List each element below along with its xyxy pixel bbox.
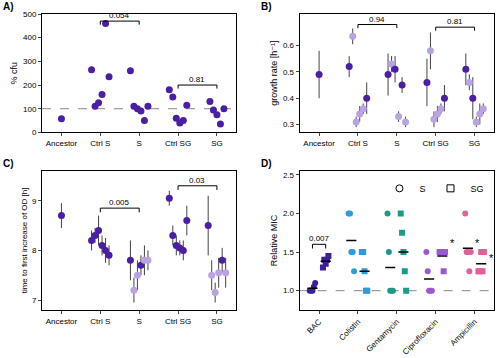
- svg-text:9: 9: [32, 196, 37, 205]
- svg-text:% cfu: % cfu: [9, 62, 19, 85]
- svg-text:*: *: [475, 237, 480, 249]
- svg-text:Ancestor: Ancestor: [46, 317, 78, 326]
- svg-text:time to first increase of OD [: time to first increase of OD [h]: [20, 188, 29, 294]
- svg-text:0.6: 0.6: [283, 41, 295, 50]
- svg-text:0.94: 0.94: [369, 15, 385, 24]
- svg-text:Ctrl S: Ctrl S: [90, 317, 110, 326]
- svg-text:2.0: 2.0: [283, 209, 295, 218]
- svg-text:growth rate [h⁻¹]: growth rate [h⁻¹]: [269, 41, 279, 106]
- svg-text:0.5: 0.5: [283, 68, 295, 77]
- svg-text:0.81: 0.81: [189, 75, 205, 84]
- svg-text:S: S: [419, 184, 425, 194]
- svg-text:500: 500: [23, 10, 37, 19]
- svg-text:0.005: 0.005: [109, 198, 130, 207]
- svg-text:0.4: 0.4: [283, 94, 295, 103]
- svg-text:2.5: 2.5: [283, 171, 295, 180]
- svg-text:0.054: 0.054: [109, 11, 130, 20]
- svg-text:Gentamycin: Gentamycin: [365, 317, 402, 354]
- svg-text:400: 400: [23, 33, 37, 42]
- svg-text:300: 300: [23, 57, 37, 66]
- svg-text:*: *: [450, 237, 455, 249]
- svg-text:SG: SG: [469, 139, 481, 148]
- svg-text:Ampicillin: Ampicillin: [449, 317, 479, 347]
- svg-text:0.3: 0.3: [283, 120, 295, 129]
- svg-text:D): D): [261, 158, 272, 169]
- svg-text:Colistin: Colistin: [337, 317, 362, 342]
- svg-text:100: 100: [23, 105, 37, 114]
- svg-text:S: S: [137, 139, 142, 148]
- svg-text:SG: SG: [211, 317, 223, 326]
- svg-text:1.5: 1.5: [283, 248, 295, 257]
- svg-text:S: S: [394, 139, 399, 148]
- svg-text:Ctrl SG: Ctrl SG: [423, 139, 449, 148]
- svg-text:0: 0: [32, 128, 37, 137]
- svg-text:Ctrl S: Ctrl S: [90, 139, 110, 148]
- svg-text:Ancestor: Ancestor: [303, 139, 335, 148]
- svg-text:Ctrl SG: Ctrl SG: [165, 139, 191, 148]
- svg-text:A): A): [3, 1, 14, 12]
- svg-text:0.007: 0.007: [309, 234, 330, 243]
- svg-text:SG: SG: [470, 184, 483, 194]
- svg-text:*: *: [489, 252, 494, 264]
- svg-text:8: 8: [32, 246, 37, 255]
- svg-text:Relative MIC: Relative MIC: [269, 214, 279, 266]
- svg-text:C): C): [3, 158, 14, 169]
- svg-text:200: 200: [23, 81, 37, 90]
- svg-text:Ctrl S: Ctrl S: [348, 139, 368, 148]
- svg-text:0.03: 0.03: [189, 176, 205, 185]
- svg-text:S: S: [137, 317, 142, 326]
- svg-text:BAC: BAC: [305, 317, 323, 335]
- svg-text:B): B): [261, 1, 272, 12]
- svg-text:Ctrl SG: Ctrl SG: [165, 317, 191, 326]
- svg-text:1.0: 1.0: [283, 286, 295, 295]
- svg-text:7: 7: [32, 296, 37, 305]
- svg-text:Ancestor: Ancestor: [46, 139, 78, 148]
- svg-text:SG: SG: [211, 139, 223, 148]
- svg-text:0.81: 0.81: [447, 17, 463, 26]
- svg-text:Ciprofloxacin: Ciprofloxacin: [401, 317, 440, 356]
